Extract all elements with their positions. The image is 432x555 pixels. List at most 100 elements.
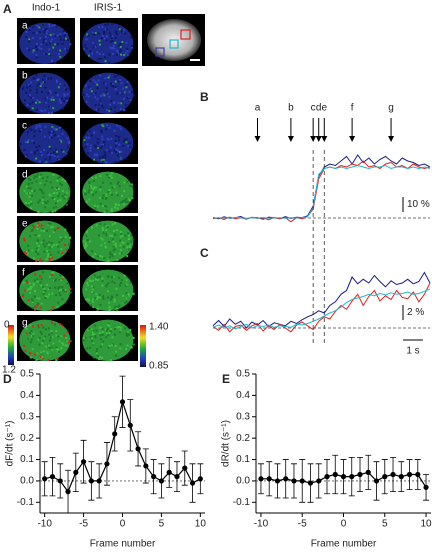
pixel <box>24 201 27 204</box>
pixel <box>94 92 97 95</box>
pixel <box>24 350 27 353</box>
pixel <box>46 151 49 154</box>
pixel <box>58 187 61 190</box>
pixel <box>44 35 47 38</box>
pixel <box>49 40 52 43</box>
pixel <box>118 276 121 279</box>
pixel <box>46 29 49 32</box>
pixel <box>110 137 113 140</box>
pixel <box>40 43 43 46</box>
pixel <box>46 176 49 179</box>
pixel <box>62 289 65 292</box>
pixel <box>108 309 111 311</box>
pixel <box>101 284 104 287</box>
pixel <box>33 189 36 192</box>
pixel <box>48 193 51 196</box>
pixel <box>125 347 128 350</box>
pixel <box>117 149 120 152</box>
row-label: g <box>22 318 28 329</box>
pixel <box>107 62 110 64</box>
pixel <box>65 97 68 100</box>
pixel <box>30 298 33 301</box>
pixel <box>27 139 30 142</box>
pixel <box>29 324 32 327</box>
pixel <box>27 299 30 302</box>
pixel <box>47 112 50 114</box>
pixel <box>48 158 51 161</box>
pixel <box>29 341 32 344</box>
pixel <box>24 140 27 143</box>
pixel <box>38 124 41 127</box>
pixel <box>42 242 45 245</box>
x-tick-label: 10 <box>195 519 207 530</box>
pixel <box>101 34 104 37</box>
pixel <box>124 52 127 55</box>
pixel <box>42 28 45 31</box>
pixel <box>32 284 35 287</box>
pixel <box>119 42 122 45</box>
pixel <box>68 187 71 190</box>
pixel <box>64 195 67 198</box>
y-tick-label: 0.3 <box>236 411 250 422</box>
pixel <box>84 243 87 246</box>
pixel <box>125 283 128 286</box>
pixel <box>119 159 122 162</box>
pixel <box>89 80 92 83</box>
pixel <box>52 306 55 309</box>
data-point <box>398 474 404 480</box>
pixel <box>101 331 104 334</box>
pixel <box>122 54 125 57</box>
pixel <box>125 156 128 159</box>
pixel <box>60 97 63 100</box>
pixel <box>84 336 87 339</box>
pixel <box>37 211 40 213</box>
inset-image <box>142 14 205 66</box>
pixel <box>83 192 86 195</box>
pixel <box>52 271 55 274</box>
pixel <box>24 155 27 158</box>
pixel <box>50 332 53 335</box>
pixel <box>119 249 122 252</box>
pixel <box>108 324 111 327</box>
pixel <box>55 148 58 151</box>
pixel <box>67 145 70 148</box>
pixel <box>119 271 122 274</box>
pixel <box>106 109 109 112</box>
pixel <box>41 177 44 180</box>
pixel <box>25 332 28 335</box>
trace-line <box>212 271 431 329</box>
pixel <box>102 31 105 34</box>
pixel <box>37 222 40 225</box>
pixel <box>104 156 107 159</box>
pixel <box>119 230 122 233</box>
row-label: d <box>22 170 28 181</box>
pixel <box>98 103 101 106</box>
pixel <box>86 152 89 155</box>
data-point <box>73 469 79 475</box>
pixel <box>44 328 47 331</box>
pixel <box>105 233 108 236</box>
pixel <box>39 125 42 128</box>
pixel <box>99 99 102 102</box>
pixel <box>110 298 113 301</box>
pixel <box>36 304 39 307</box>
pixel <box>42 81 45 84</box>
pixel <box>30 81 33 84</box>
pixel <box>90 134 93 137</box>
pixel <box>91 291 94 294</box>
pixel <box>104 154 107 157</box>
pixel <box>113 129 116 132</box>
pixel <box>97 32 100 35</box>
pixel <box>86 347 89 350</box>
pixel <box>127 232 130 235</box>
pixel <box>104 77 107 80</box>
pixel <box>101 25 104 28</box>
pixel <box>88 130 91 133</box>
pixel <box>93 144 96 147</box>
pixel <box>30 338 33 341</box>
pixel <box>55 205 58 208</box>
pixel <box>110 208 113 211</box>
pixel <box>82 337 85 340</box>
pixel <box>63 244 66 247</box>
pixel <box>69 43 72 46</box>
